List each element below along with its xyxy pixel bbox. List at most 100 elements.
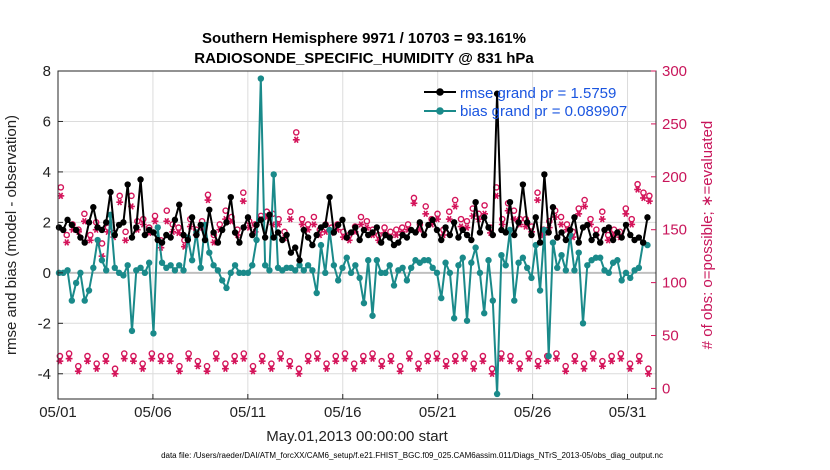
rmse-point xyxy=(639,239,647,246)
obs_bottom_evaluated-marker-stroke xyxy=(259,357,265,365)
obs_evaluated-marker-stroke xyxy=(576,210,582,218)
obs_bottom_possible-marker xyxy=(406,350,413,357)
obs_bottom_evaluated-marker xyxy=(313,355,321,362)
obs_bottom_evaluated-marker xyxy=(488,370,496,378)
obs_bottom_possible-marker xyxy=(470,360,477,367)
obs_bottom_evaluated-marker-stroke xyxy=(572,357,578,365)
rmse-point xyxy=(545,229,552,236)
obs_bottom_possible-marker xyxy=(286,357,294,365)
x-tick-label: 05/26 xyxy=(514,404,552,421)
rmse-point xyxy=(261,234,269,241)
bias-point xyxy=(390,282,398,289)
obs_evaluated-marker-stroke xyxy=(64,239,70,246)
obs_evaluated-marker xyxy=(116,198,124,206)
bias-point xyxy=(438,294,445,302)
obs_possible-marker xyxy=(239,189,247,196)
obs_bottom_evaluated-marker-stroke xyxy=(351,365,357,373)
rmse-point xyxy=(68,221,76,229)
rmse-point xyxy=(137,176,144,183)
obs_bottom_evaluated-marker xyxy=(553,355,560,362)
rmse-point xyxy=(227,193,234,201)
x-tick-label: 05/16 xyxy=(324,404,362,421)
y-tick-label-left: -2 xyxy=(38,315,51,332)
bias-point xyxy=(94,236,101,244)
obs_bottom_evaluated-marker xyxy=(507,357,514,365)
obs_possible-marker xyxy=(598,208,606,216)
obs_bottom_evaluated-marker xyxy=(350,365,358,373)
obs_bottom_possible-marker xyxy=(185,350,192,357)
obs_bottom_evaluated-marker xyxy=(332,357,340,365)
bias-point xyxy=(446,269,454,277)
obs_evaluated-marker-stroke xyxy=(493,192,499,200)
obs_possible-marker xyxy=(287,208,294,216)
obs_bottom_evaluated-marker-stroke xyxy=(103,357,109,365)
bias-point xyxy=(300,267,308,274)
bias-point xyxy=(365,257,372,264)
obs_evaluated-marker xyxy=(57,192,65,200)
obs_bottom_evaluated-marker xyxy=(617,355,625,362)
obs_possible-marker xyxy=(398,224,406,231)
obs_possible-marker xyxy=(298,215,306,223)
obs_evaluated-marker xyxy=(357,221,365,228)
bias-point xyxy=(231,262,239,269)
bias-point xyxy=(137,264,144,271)
obs_bottom_evaluated-marker-stroke xyxy=(526,355,532,362)
obs_bottom_evaluated-marker xyxy=(461,355,468,362)
rmse-point xyxy=(64,216,71,224)
rmse-point xyxy=(412,229,419,236)
bias-point xyxy=(77,269,84,277)
x-tick-label: 05/01 xyxy=(39,404,77,421)
rmse-point xyxy=(554,234,561,241)
obs_bottom_evaluated-marker xyxy=(516,365,524,373)
y-tick-label-left: 6 xyxy=(43,113,51,130)
obs_bottom_evaluated-marker-stroke xyxy=(296,370,302,378)
rmse-point xyxy=(322,221,329,229)
obs_possible-marker xyxy=(63,231,71,239)
obs_bottom_evaluated-marker-stroke xyxy=(600,362,605,370)
rmse-point xyxy=(369,229,376,236)
rmse-point xyxy=(206,206,213,213)
y-tick-label-left: 4 xyxy=(43,164,51,181)
rmse-point xyxy=(283,231,290,239)
bias-point xyxy=(528,274,535,282)
chart-title-line2: RADIOSONDE_SPECIFIC_HUMIDITY @ 831 hPa xyxy=(194,50,534,67)
bias-point xyxy=(575,249,582,256)
rmse-point xyxy=(614,229,621,236)
bias-point xyxy=(356,274,363,282)
rmse-point xyxy=(133,224,140,231)
rmse-point xyxy=(184,236,192,244)
obs_possible-marker xyxy=(175,224,182,231)
obs_evaluated-marker-stroke xyxy=(435,215,440,223)
bias-point xyxy=(330,262,338,269)
rmse-point xyxy=(622,221,630,229)
obs_evaluated-marker-stroke xyxy=(605,236,611,244)
obs_bottom_possible-marker xyxy=(360,352,367,360)
rmse-point xyxy=(476,229,484,236)
bias-point xyxy=(249,262,256,269)
obs_evaluated-marker-stroke xyxy=(646,197,652,205)
rmse-point xyxy=(420,231,428,239)
rmse-point xyxy=(609,236,617,244)
bias-point xyxy=(554,264,561,271)
bias-point xyxy=(197,264,204,271)
obs_bottom_evaluated-marker xyxy=(580,365,588,373)
rmse-point xyxy=(107,188,114,196)
rmse-point xyxy=(635,234,643,241)
bias-point xyxy=(562,267,570,274)
obs_possible-marker xyxy=(587,215,594,223)
obs_bottom_possible-marker xyxy=(157,352,165,360)
rmse-point xyxy=(253,221,260,229)
obs_evaluated-marker-stroke xyxy=(81,217,87,225)
bias-point xyxy=(244,269,252,277)
rmse-point xyxy=(313,231,320,239)
obs_bottom_possible-marker xyxy=(240,350,248,357)
obs_bottom_evaluated-marker-stroke xyxy=(627,365,633,373)
y-tick-label-left: 8 xyxy=(43,63,51,80)
obs_bottom_possible-marker xyxy=(571,352,579,360)
rmse-point xyxy=(266,211,273,219)
obs_bottom_evaluated-marker-stroke xyxy=(480,357,486,365)
rmse-point xyxy=(167,234,174,241)
obs_bottom_evaluated-marker xyxy=(599,362,606,370)
bias-point xyxy=(72,279,80,287)
obs_evaluated-marker xyxy=(122,236,129,244)
